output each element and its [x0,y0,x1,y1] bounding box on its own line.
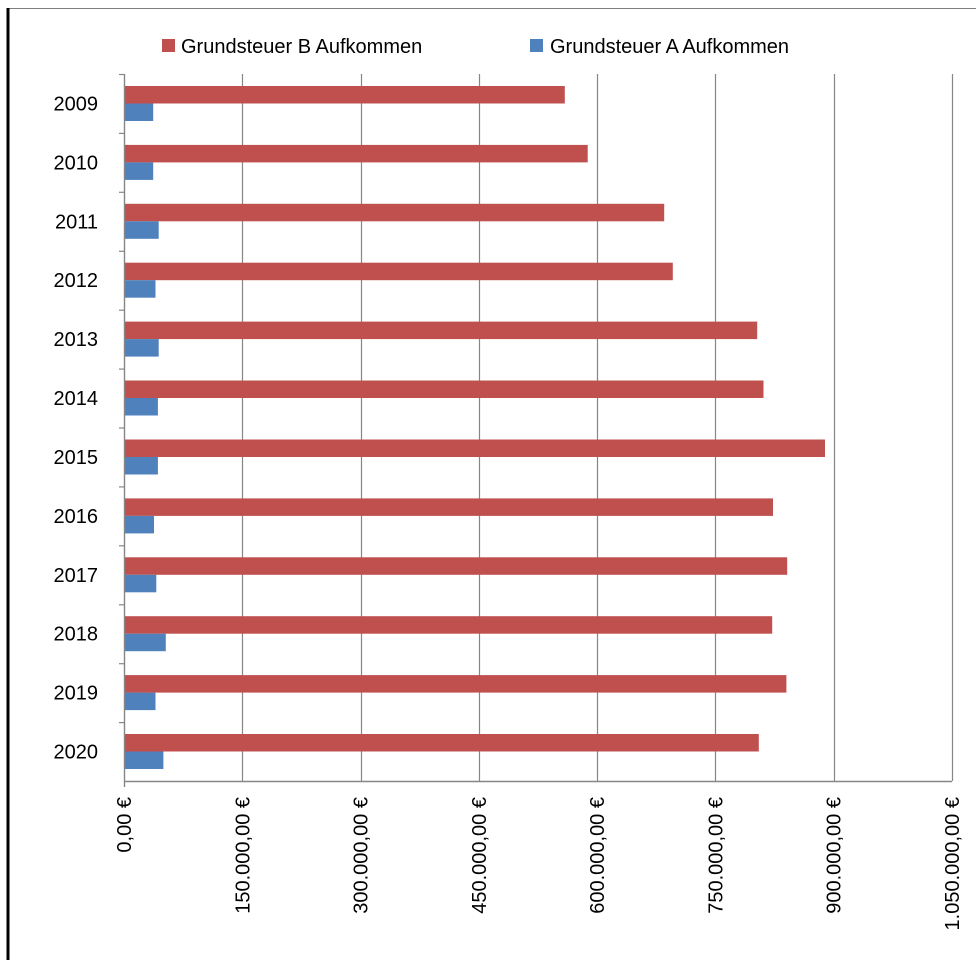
bar-grundsteuer-b-2017 [124,557,788,575]
axes [119,73,952,787]
bar-grundsteuer-a-2011 [124,221,159,239]
bar-grundsteuer-a-2020 [124,751,164,769]
legend-swatch-a [530,39,543,52]
category-label: 2017 [54,565,99,587]
bar-grundsteuer-a-2017 [124,574,157,593]
bar-grundsteuer-b-2010 [124,144,588,163]
legend: Grundsteuer B Aufkommen Grundsteuer A Au… [162,36,789,58]
bar-grundsteuer-a-2015 [124,457,158,475]
bar-grundsteuer-b-2013 [124,321,758,340]
bar-grundsteuer-b-2015 [124,439,825,457]
category-label: 2016 [54,506,99,528]
legend-label-b: Grundsteuer B Aufkommen [181,36,422,58]
bar-grundsteuer-b-2011 [124,203,665,222]
category-label: 2015 [54,447,99,469]
bar-grundsteuer-a-2010 [124,162,154,180]
category-label: 2019 [54,683,99,705]
bar-grundsteuer-a-2019 [124,692,156,711]
bar-grundsteuer-a-2012 [124,280,156,298]
bar-grundsteuer-b-2018 [124,616,773,634]
bar-grundsteuer-b-2019 [124,675,787,693]
bar-grundsteuer-b-2012 [124,262,673,281]
category-label: 2009 [54,94,99,116]
bar-grundsteuer-a-2014 [124,398,158,416]
bars [124,86,825,769]
x-tick-label: 300.000,00 € [351,797,373,914]
x-tick-label: 600.000,00 € [587,797,609,914]
category-label: 2014 [54,388,99,410]
category-labels: 2009 2010 2011 2012 2013 2014 2015 2016 2017 2018… [54,94,99,764]
category-label: 2018 [54,624,99,646]
category-label: 2020 [54,742,99,764]
gridlines [241,74,954,781]
category-label: 2013 [54,329,99,351]
bar-grundsteuer-a-2016 [124,515,154,534]
bar-grundsteuer-b-2016 [124,498,773,516]
bar-grundsteuer-a-2018 [124,633,166,652]
legend-label-a: Grundsteuer A Aufkommen [550,36,789,58]
x-tick-label: 1.050.000,00 € [942,797,964,930]
x-tick-label: 150.000,00 € [232,797,254,914]
x-tick-label: 450.000,00 € [469,797,491,914]
bar-grundsteuer-a-2013 [124,339,159,357]
bar-grundsteuer-b-2020 [124,734,759,752]
x-tick-label: 0,00 € [114,797,136,853]
category-label: 2012 [54,270,99,292]
category-label: 2011 [55,211,98,233]
category-label: 2010 [54,152,99,174]
bar-grundsteuer-a-2009 [124,103,154,121]
bar-grundsteuer-b-2009 [124,86,565,104]
tick-labels: 0,00 € 150.000,00 € 300.000,00 € 450.000,00… [114,797,964,930]
bar-grundsteuer-b-2014 [124,380,764,398]
legend-swatch-b [162,39,175,52]
x-tick-label: 900.000,00 € [824,797,846,914]
x-tick-label: 750.000,00 € [705,797,727,914]
